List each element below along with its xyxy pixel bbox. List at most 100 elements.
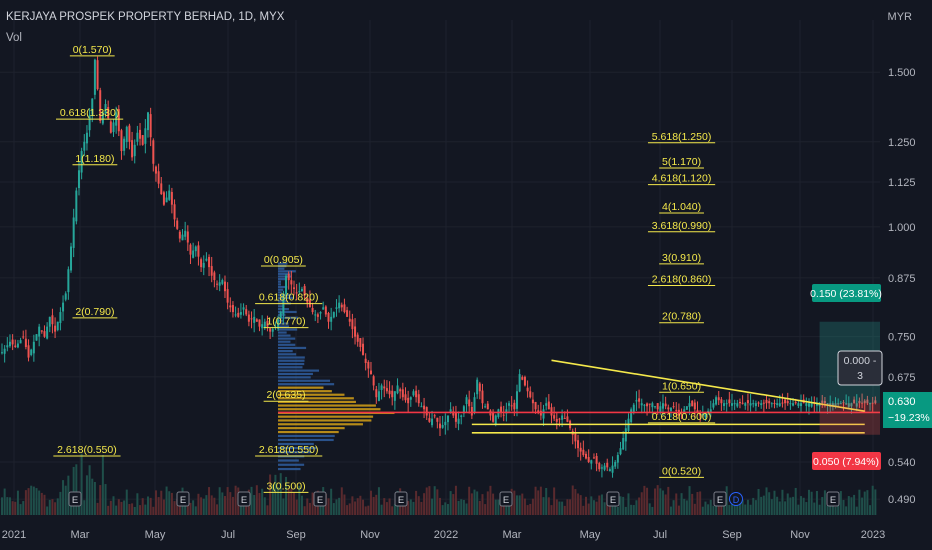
volume-profile-bar bbox=[278, 404, 376, 407]
earnings-marker-box bbox=[394, 491, 408, 507]
candle-body bbox=[518, 374, 521, 392]
candle-body bbox=[303, 286, 306, 296]
volume-bar bbox=[659, 488, 662, 515]
volume-bar bbox=[661, 490, 664, 515]
chart-title: KERJAYA PROSPEK PROPERTY BERHAD, 1D, MYX bbox=[6, 11, 285, 23]
candle-body bbox=[704, 412, 707, 418]
volume-bar bbox=[858, 489, 861, 515]
candle-body bbox=[11, 339, 14, 345]
volume-bar bbox=[226, 487, 229, 515]
volume-bar bbox=[640, 492, 643, 515]
candle-body bbox=[731, 403, 733, 406]
candle-body bbox=[858, 400, 861, 404]
volume-bar bbox=[133, 506, 136, 515]
volume-bar bbox=[651, 506, 654, 515]
volume-bar bbox=[293, 492, 295, 515]
candle-body bbox=[632, 404, 635, 412]
volume-bar bbox=[577, 493, 580, 515]
candle-body bbox=[30, 349, 33, 356]
candle-body bbox=[855, 403, 858, 407]
volume-bar bbox=[308, 502, 311, 515]
candle-body bbox=[845, 403, 848, 405]
fib-level-label: 2.618(0.550) bbox=[57, 444, 117, 456]
candle-body bbox=[343, 304, 346, 313]
earnings-marker-box bbox=[826, 491, 840, 507]
candle-body bbox=[327, 313, 330, 322]
volume-bar bbox=[508, 498, 511, 515]
candle-body bbox=[874, 400, 877, 404]
candle-body bbox=[797, 403, 800, 406]
candle-body bbox=[184, 230, 187, 237]
volume-bar bbox=[800, 496, 803, 515]
candle-body bbox=[707, 410, 710, 413]
earnings-marker-box bbox=[313, 491, 327, 507]
volume-bar bbox=[630, 504, 633, 515]
volume-bar bbox=[30, 485, 33, 515]
candle-body bbox=[853, 399, 856, 404]
candle-body bbox=[616, 455, 619, 463]
volume-bar bbox=[56, 498, 59, 515]
fib-level-label: 3(0.910) bbox=[662, 252, 701, 264]
candle-body bbox=[577, 440, 580, 449]
x-tick-label: Sep bbox=[722, 529, 742, 541]
volume-bar bbox=[3, 488, 6, 515]
candle-body bbox=[484, 406, 487, 408]
candle-body bbox=[51, 315, 54, 325]
candle-body bbox=[64, 293, 67, 300]
volume-profile-bar bbox=[278, 366, 303, 369]
volume-bar bbox=[115, 505, 118, 515]
candle-body bbox=[144, 128, 147, 144]
candle-body bbox=[431, 418, 434, 426]
volume-bar bbox=[675, 493, 678, 515]
candle-body bbox=[465, 397, 468, 405]
candle-body bbox=[733, 403, 736, 405]
volume-bar bbox=[733, 505, 736, 515]
candle-body bbox=[807, 403, 810, 407]
candle-body bbox=[415, 390, 418, 398]
x-tick-label: 2022 bbox=[434, 529, 458, 541]
candle-body bbox=[147, 112, 149, 131]
volume-bar bbox=[874, 489, 877, 515]
candle-body bbox=[470, 406, 473, 416]
candle-body bbox=[290, 280, 293, 285]
candle-body bbox=[59, 312, 62, 324]
volume-bar bbox=[789, 497, 792, 515]
volume-bar bbox=[409, 499, 412, 515]
candle-body bbox=[760, 403, 763, 406]
volume-bar bbox=[62, 480, 65, 515]
last-price-change: −19.23% bbox=[888, 412, 930, 424]
volume-bar bbox=[515, 495, 518, 515]
volume-bar bbox=[420, 501, 423, 515]
volume-bar bbox=[43, 494, 46, 515]
volume-bar bbox=[311, 492, 314, 515]
candle-body bbox=[375, 389, 378, 398]
x-tick-label: 2023 bbox=[861, 529, 885, 541]
candle-body bbox=[773, 403, 776, 405]
candle-body bbox=[715, 397, 718, 405]
volume-profile-bar bbox=[278, 393, 345, 396]
candle-body bbox=[643, 404, 646, 406]
candle-body bbox=[157, 171, 160, 184]
candle-body bbox=[322, 307, 325, 310]
volume-bar bbox=[829, 498, 832, 515]
volume-bar bbox=[282, 498, 285, 515]
candle-body bbox=[231, 305, 234, 313]
candle-body bbox=[614, 462, 617, 467]
volume-bar bbox=[654, 488, 657, 515]
candle-body bbox=[505, 409, 508, 414]
x-tick-label: Sep bbox=[286, 529, 306, 541]
candle-body bbox=[486, 403, 489, 410]
volume-bar bbox=[805, 502, 808, 515]
candle-body bbox=[420, 406, 423, 408]
candle-body bbox=[781, 402, 784, 404]
volume-bar bbox=[162, 499, 165, 515]
candle-body bbox=[165, 197, 168, 203]
candle-body bbox=[709, 409, 712, 413]
volume-bar bbox=[478, 500, 481, 515]
volume-bar bbox=[271, 484, 274, 515]
y-tick-label: 0.540 bbox=[888, 457, 916, 469]
candle-body bbox=[412, 391, 415, 396]
volume-bar bbox=[847, 496, 850, 515]
candle-body bbox=[513, 402, 516, 410]
